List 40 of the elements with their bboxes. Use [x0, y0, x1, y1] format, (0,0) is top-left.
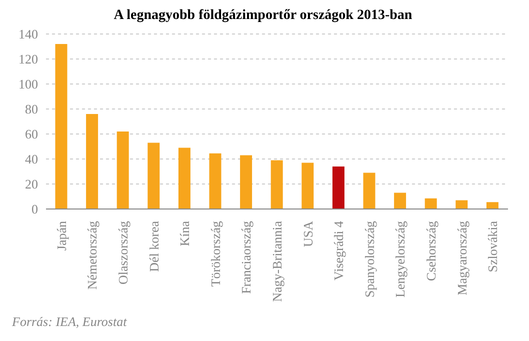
x-tick-label: Franciaország [238, 220, 254, 294]
y-tick-label: 40 [25, 152, 38, 167]
chart-title: A legnagyobb földgázimportőr országok 2013-ban [112, 8, 414, 24]
x-tick-label: Törökország [208, 220, 223, 287]
bar [148, 142, 160, 209]
x-tick-label: Csehország [424, 220, 438, 281]
x-tick-label: Nagy-Britannia [270, 220, 284, 302]
x-tick-label: Magyarország [454, 220, 470, 296]
y-tick-label: 80 [25, 102, 38, 117]
x-tick-label: Spanyolország [362, 220, 377, 298]
bar [86, 114, 98, 209]
bar [394, 192, 406, 209]
x-tick-label: Visegrádi 4 [331, 220, 346, 281]
x-tick-label: Olaszország [116, 220, 130, 285]
bar [240, 155, 252, 209]
y-tick-label: 60 [25, 126, 38, 142]
bar [270, 160, 283, 209]
x-tick-label: Lengyelország [392, 220, 408, 298]
x-tick-label: USA [300, 220, 316, 248]
y-tick-label: 140 [18, 26, 38, 42]
x-tick-label: Dél korea [146, 220, 162, 272]
bar [424, 198, 437, 209]
bar [456, 200, 468, 209]
bar [363, 172, 376, 209]
bar [332, 166, 344, 209]
x-tick-label: Kína [177, 220, 192, 246]
y-tick-label: 0 [32, 202, 38, 217]
x-tick-label: Szlovákia [485, 220, 500, 272]
y-tick-label: 20 [25, 176, 38, 192]
bar [55, 44, 68, 209]
bar [209, 153, 222, 209]
bar [486, 202, 498, 209]
y-tick-label: 100 [18, 76, 38, 92]
x-tick-label: Németország [84, 220, 100, 290]
text: Forrás: IEA, Eurostat [12, 314, 128, 330]
x-tick-label: Japán [54, 220, 69, 251]
y-tick-label: 120 [18, 52, 38, 67]
bar [116, 132, 129, 209]
bar [178, 148, 190, 209]
bar [302, 162, 314, 209]
